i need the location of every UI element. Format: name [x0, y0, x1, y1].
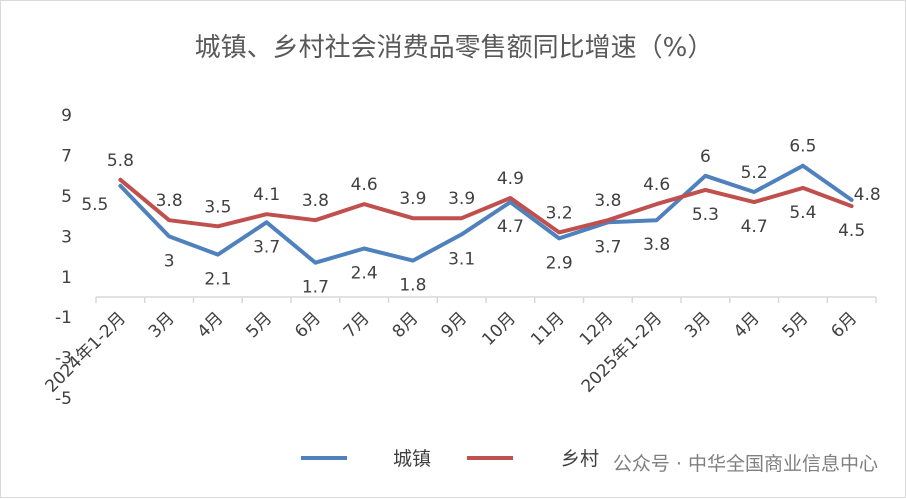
data-label-urban: 3.8: [643, 235, 670, 255]
data-label-rural: 3.8: [302, 191, 329, 211]
x-tick-label: 8月: [389, 308, 423, 342]
data-label-rural: 3.2: [546, 203, 573, 223]
data-label-urban: 3.7: [253, 237, 280, 257]
data-label-urban: 6: [700, 147, 711, 167]
data-label-urban: 5.2: [741, 163, 768, 183]
data-label-rural: 3.8: [594, 191, 621, 211]
watermark: 公众号 · 中华全国商业信息中心: [613, 453, 878, 475]
y-tick-label: 3: [61, 227, 72, 247]
data-label-urban: 2.9: [546, 253, 573, 273]
data-label-rural: 3.9: [399, 189, 426, 209]
data-label-urban: 1.8: [399, 276, 426, 296]
data-label-rural: 5.3: [692, 205, 719, 225]
x-tick-label: 7月: [340, 308, 374, 342]
data-label-urban: 3.1: [448, 249, 475, 269]
y-tick-label: -1: [55, 308, 72, 328]
x-tick-label: 12月: [576, 308, 617, 349]
data-label-rural: 3.8: [156, 191, 183, 211]
y-axis: 9 7 5 3 1 -1 -3 -5: [55, 106, 72, 409]
y-tick-label: 1: [61, 268, 72, 288]
x-tick-label: 3月: [681, 308, 715, 342]
data-labels: 5.5 3 2.1 3.7 1.7 2.4 1.8 3.1 4.7 2.9 3.7 3.8 6 5.2 6.…: [81, 137, 880, 298]
data-label-urban: 1.7: [302, 278, 329, 298]
legend-label: 城镇: [393, 448, 431, 470]
data-label-urban: 2.1: [204, 270, 231, 290]
x-tick-label: 9月: [437, 308, 471, 342]
data-label-rural: 4.7: [741, 217, 768, 237]
x-tick-label: 5月: [242, 308, 276, 342]
data-label-urban: 4.8: [854, 185, 881, 205]
data-label-urban: 5.5: [81, 195, 108, 215]
data-label-rural: 4.9: [497, 169, 524, 189]
data-label-rural: 4.5: [838, 221, 865, 241]
x-tick-label: 3月: [145, 308, 179, 342]
x-axis: 2024年1-2月 3月 4月 5月 6月 7月 8月 9月 10月 11月 12月2025年1-2…: [42, 296, 877, 397]
data-label-urban: 3: [164, 251, 175, 271]
data-label-rural: 4.1: [253, 185, 280, 205]
data-label-rural: 5.8: [107, 151, 134, 171]
x-tick-label: 4月: [730, 308, 764, 342]
x-tick-label: 11月: [527, 308, 568, 349]
y-tick-label: 5: [61, 187, 72, 207]
x-tick-label: 10月: [478, 308, 519, 349]
data-label-rural: 5.4: [789, 203, 816, 223]
y-tick-label: 9: [61, 106, 72, 126]
chart-title: 城镇、乡村社会消费品零售额同比增速（%）: [195, 33, 714, 63]
y-tick-label: -5: [55, 389, 72, 409]
y-tick-label: -3: [55, 349, 72, 369]
data-label-urban: 3.7: [594, 237, 621, 257]
x-tick-label: 4月: [194, 308, 228, 342]
series-layer: [118, 163, 854, 265]
data-label-rural: 4.6: [643, 175, 670, 195]
data-label-urban: 6.5: [789, 137, 816, 157]
x-tick-label: 6月: [827, 308, 861, 342]
legend-label: 乡村: [561, 448, 599, 470]
data-label-urban: 4.7: [497, 217, 524, 237]
data-label-rural: 3.9: [448, 189, 475, 209]
data-label-urban: 2.4: [351, 264, 378, 284]
series-line-urban: [118, 163, 854, 265]
legend: 城镇 乡村: [301, 448, 599, 470]
x-tick-label: 6月: [291, 308, 325, 342]
data-label-rural: 4.6: [351, 175, 378, 195]
x-tick-label: 5月: [779, 308, 813, 342]
data-label-rural: 3.5: [204, 197, 231, 217]
series-line-rural: [118, 177, 854, 235]
y-tick-label: 7: [61, 147, 72, 167]
